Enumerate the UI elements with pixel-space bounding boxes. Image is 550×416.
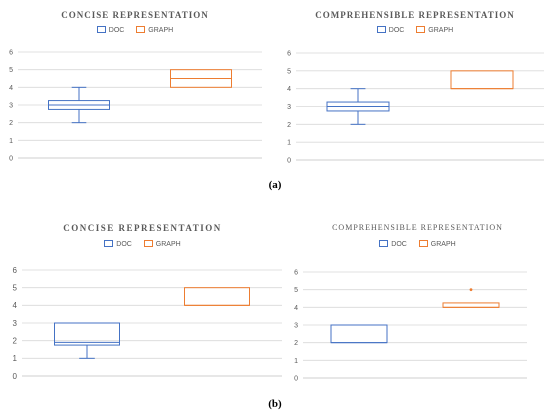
box-doc bbox=[48, 86, 110, 124]
box-doc bbox=[326, 88, 390, 125]
y-tick-label: 4 bbox=[9, 85, 13, 92]
legend-label-doc: DOC bbox=[388, 27, 405, 34]
box-iqr bbox=[330, 324, 388, 344]
box-doc bbox=[330, 324, 388, 344]
box-graph bbox=[170, 69, 232, 88]
legend-item-doc: DOC bbox=[379, 239, 407, 248]
doc-swatch bbox=[376, 25, 386, 33]
chart-panel-a-left: CONCISE REPRESENTATION DOC GRAPH 0 1 2 3 4 5 6 bbox=[0, 0, 270, 172]
y-tick-label: 3 bbox=[287, 104, 291, 111]
y-tick-label: 1 bbox=[13, 354, 18, 363]
chart-panel-b-right: COMPREHENSIBLE REPRESENTATION DOC GRAPH … bbox=[285, 212, 550, 384]
y-tick-label: 0 bbox=[294, 375, 298, 382]
y-tick-label: 2 bbox=[9, 120, 13, 127]
caption-b: (b) bbox=[268, 398, 282, 410]
legend-label-graph: GRAPH bbox=[155, 241, 181, 248]
box-plot: 0 1 2 3 4 5 6 bbox=[294, 269, 527, 382]
y-tick-label: 5 bbox=[13, 283, 18, 292]
box-doc bbox=[54, 322, 120, 359]
legend-item-graph: GRAPH bbox=[418, 239, 456, 248]
chart-legend: DOC GRAPH bbox=[0, 25, 270, 34]
doc-swatch bbox=[104, 239, 114, 247]
chart-legend: DOC GRAPH bbox=[285, 239, 550, 248]
legend-item-doc: DOC bbox=[376, 25, 405, 34]
box-graph bbox=[184, 287, 250, 306]
y-tick-label: 2 bbox=[13, 336, 18, 345]
chart-panel-a-right: COMPREHENSIBLE REPRESENTATION DOC GRAPH … bbox=[280, 0, 550, 172]
legend-label-graph: GRAPH bbox=[430, 241, 456, 248]
y-tick-label: 2 bbox=[287, 122, 291, 129]
box-iqr bbox=[450, 70, 514, 90]
chart-legend: DOC GRAPH bbox=[280, 25, 550, 34]
box-iqr bbox=[442, 302, 500, 308]
y-tick-label: 1 bbox=[294, 358, 298, 365]
box-graph bbox=[450, 70, 514, 90]
y-tick-label: 5 bbox=[294, 287, 298, 294]
y-tick-label: 6 bbox=[294, 269, 298, 276]
chart-title: COMPREHENSIBLE REPRESENTATION bbox=[332, 223, 503, 232]
box-plot: 0 1 2 3 4 5 6 bbox=[287, 50, 544, 164]
graph-swatch bbox=[143, 239, 153, 247]
box-graph bbox=[442, 288, 500, 308]
graph-swatch bbox=[418, 239, 428, 247]
chart-title: CONCISE REPRESENTATION bbox=[61, 10, 209, 20]
chart-title: CONCISE REPRESENTATION bbox=[63, 223, 222, 233]
legend-item-doc: DOC bbox=[96, 25, 125, 34]
y-tick-label: 4 bbox=[287, 86, 291, 93]
graph-swatch bbox=[416, 25, 426, 33]
y-tick-label: 4 bbox=[13, 301, 18, 310]
chart-legend: DOC GRAPH bbox=[0, 239, 285, 248]
doc-swatch bbox=[96, 25, 106, 33]
y-tick-label: 0 bbox=[13, 372, 18, 381]
y-tick-label: 4 bbox=[294, 305, 298, 312]
y-tick-label: 6 bbox=[287, 50, 291, 57]
doc-swatch bbox=[379, 239, 389, 247]
y-tick-label: 1 bbox=[287, 140, 291, 147]
y-tick-label: 1 bbox=[9, 138, 13, 145]
graph-swatch bbox=[136, 25, 146, 33]
legend-item-doc: DOC bbox=[104, 239, 132, 248]
y-tick-label: 0 bbox=[287, 157, 291, 164]
y-tick-label: 6 bbox=[13, 266, 18, 275]
legend-item-graph: GRAPH bbox=[416, 25, 454, 34]
y-tick-label: 3 bbox=[9, 102, 13, 109]
y-tick-label: 3 bbox=[294, 322, 298, 329]
y-tick-label: 3 bbox=[13, 319, 18, 328]
caption-a: (a) bbox=[268, 179, 282, 191]
legend-label-doc: DOC bbox=[108, 27, 125, 34]
outlier-point bbox=[469, 288, 473, 292]
y-tick-label: 2 bbox=[294, 340, 298, 347]
legend-label-graph: GRAPH bbox=[148, 27, 174, 34]
y-tick-label: 6 bbox=[9, 49, 13, 56]
box-iqr bbox=[184, 287, 250, 306]
chart-title: COMPREHENSIBLE REPRESENTATION bbox=[315, 10, 515, 20]
box-plot: 0 1 2 3 4 5 6 bbox=[13, 266, 282, 381]
legend-item-graph: GRAPH bbox=[136, 25, 174, 34]
box-iqr bbox=[54, 322, 120, 346]
box-plot: 0 1 2 3 4 5 6 bbox=[9, 49, 262, 162]
y-tick-label: 0 bbox=[9, 155, 13, 162]
legend-item-graph: GRAPH bbox=[143, 239, 181, 248]
legend-label-doc: DOC bbox=[116, 241, 132, 248]
chart-panel-b-left: CONCISE REPRESENTATION DOC GRAPH 0 1 2 3 4 5 6 bbox=[0, 212, 285, 384]
legend-label-doc: DOC bbox=[391, 241, 407, 248]
y-tick-label: 5 bbox=[287, 68, 291, 75]
y-tick-label: 5 bbox=[9, 67, 13, 74]
legend-label-graph: GRAPH bbox=[428, 27, 454, 34]
